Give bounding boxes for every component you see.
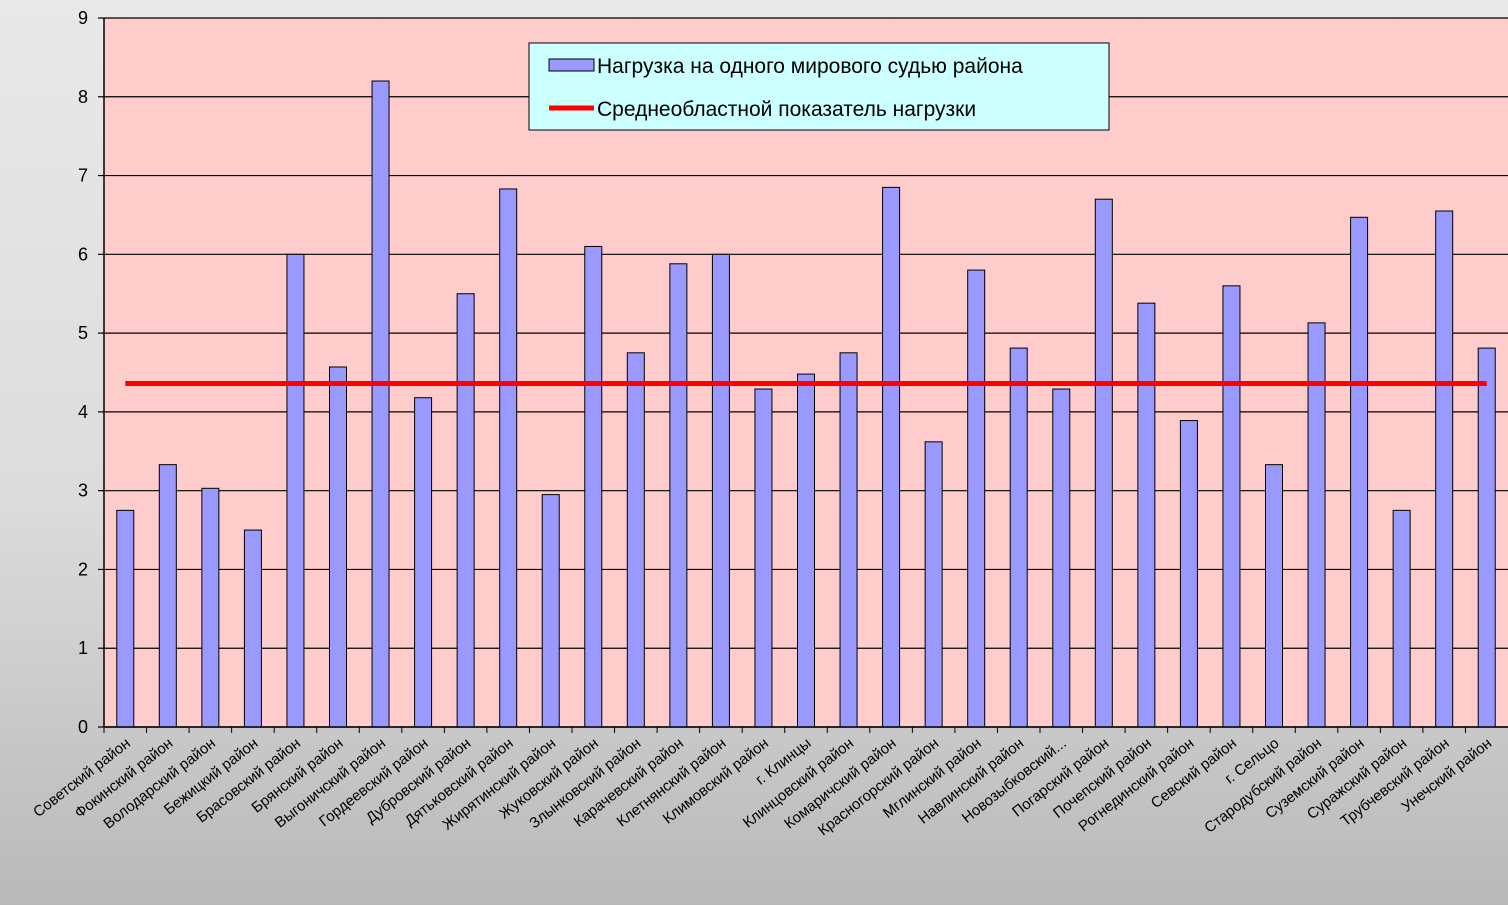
bar — [967, 269, 986, 728]
bar — [243, 529, 262, 728]
y-tick-label: 4 — [78, 402, 88, 422]
bar — [329, 366, 347, 728]
bar — [1477, 347, 1496, 728]
bar — [1392, 509, 1411, 728]
bar — [1137, 302, 1156, 728]
legend-label-average: Среднеобластной показатель нагрузки — [597, 98, 976, 121]
y-tick-label: 6 — [78, 244, 88, 264]
bar — [1094, 198, 1113, 728]
y-tick-label: 7 — [78, 166, 88, 186]
bar — [456, 293, 475, 728]
y-tick-label: 1 — [78, 638, 88, 658]
bar — [1179, 420, 1198, 728]
bar — [116, 509, 135, 728]
bar — [1435, 210, 1454, 728]
bar — [201, 487, 220, 728]
bar — [1350, 216, 1369, 728]
bar — [754, 388, 773, 728]
bar — [626, 352, 645, 728]
y-tick-label: 2 — [78, 559, 88, 579]
legend-label-bars: Нагрузка на одного мирового судью района — [597, 55, 1023, 78]
bar — [882, 186, 901, 728]
y-tick-label: 5 — [78, 323, 88, 343]
legend-box — [528, 42, 1110, 131]
y-tick-label: 9 — [78, 8, 88, 28]
bar — [286, 253, 305, 728]
bar — [499, 188, 518, 728]
bar — [711, 253, 730, 728]
bar — [1052, 388, 1071, 728]
y-axis-ticks: 0 1 2 3 4 5 6 7 8 9 — [78, 8, 104, 737]
y-tick-label: 3 — [78, 481, 88, 501]
bar — [584, 245, 603, 728]
bar — [158, 464, 177, 728]
bar — [1265, 464, 1283, 728]
bar — [797, 373, 815, 728]
legend: Нагрузка на одного мирового судью района… — [528, 42, 1110, 131]
bar — [541, 494, 560, 728]
bar — [1009, 347, 1028, 728]
y-tick-label: 8 — [78, 87, 88, 107]
bar — [839, 352, 858, 728]
legend-swatch-bar — [548, 58, 595, 72]
bar — [924, 441, 943, 728]
bar — [669, 263, 688, 728]
bar — [1222, 285, 1241, 728]
bar — [414, 397, 433, 728]
y-tick-label: 0 — [78, 717, 88, 737]
bar — [371, 80, 390, 728]
